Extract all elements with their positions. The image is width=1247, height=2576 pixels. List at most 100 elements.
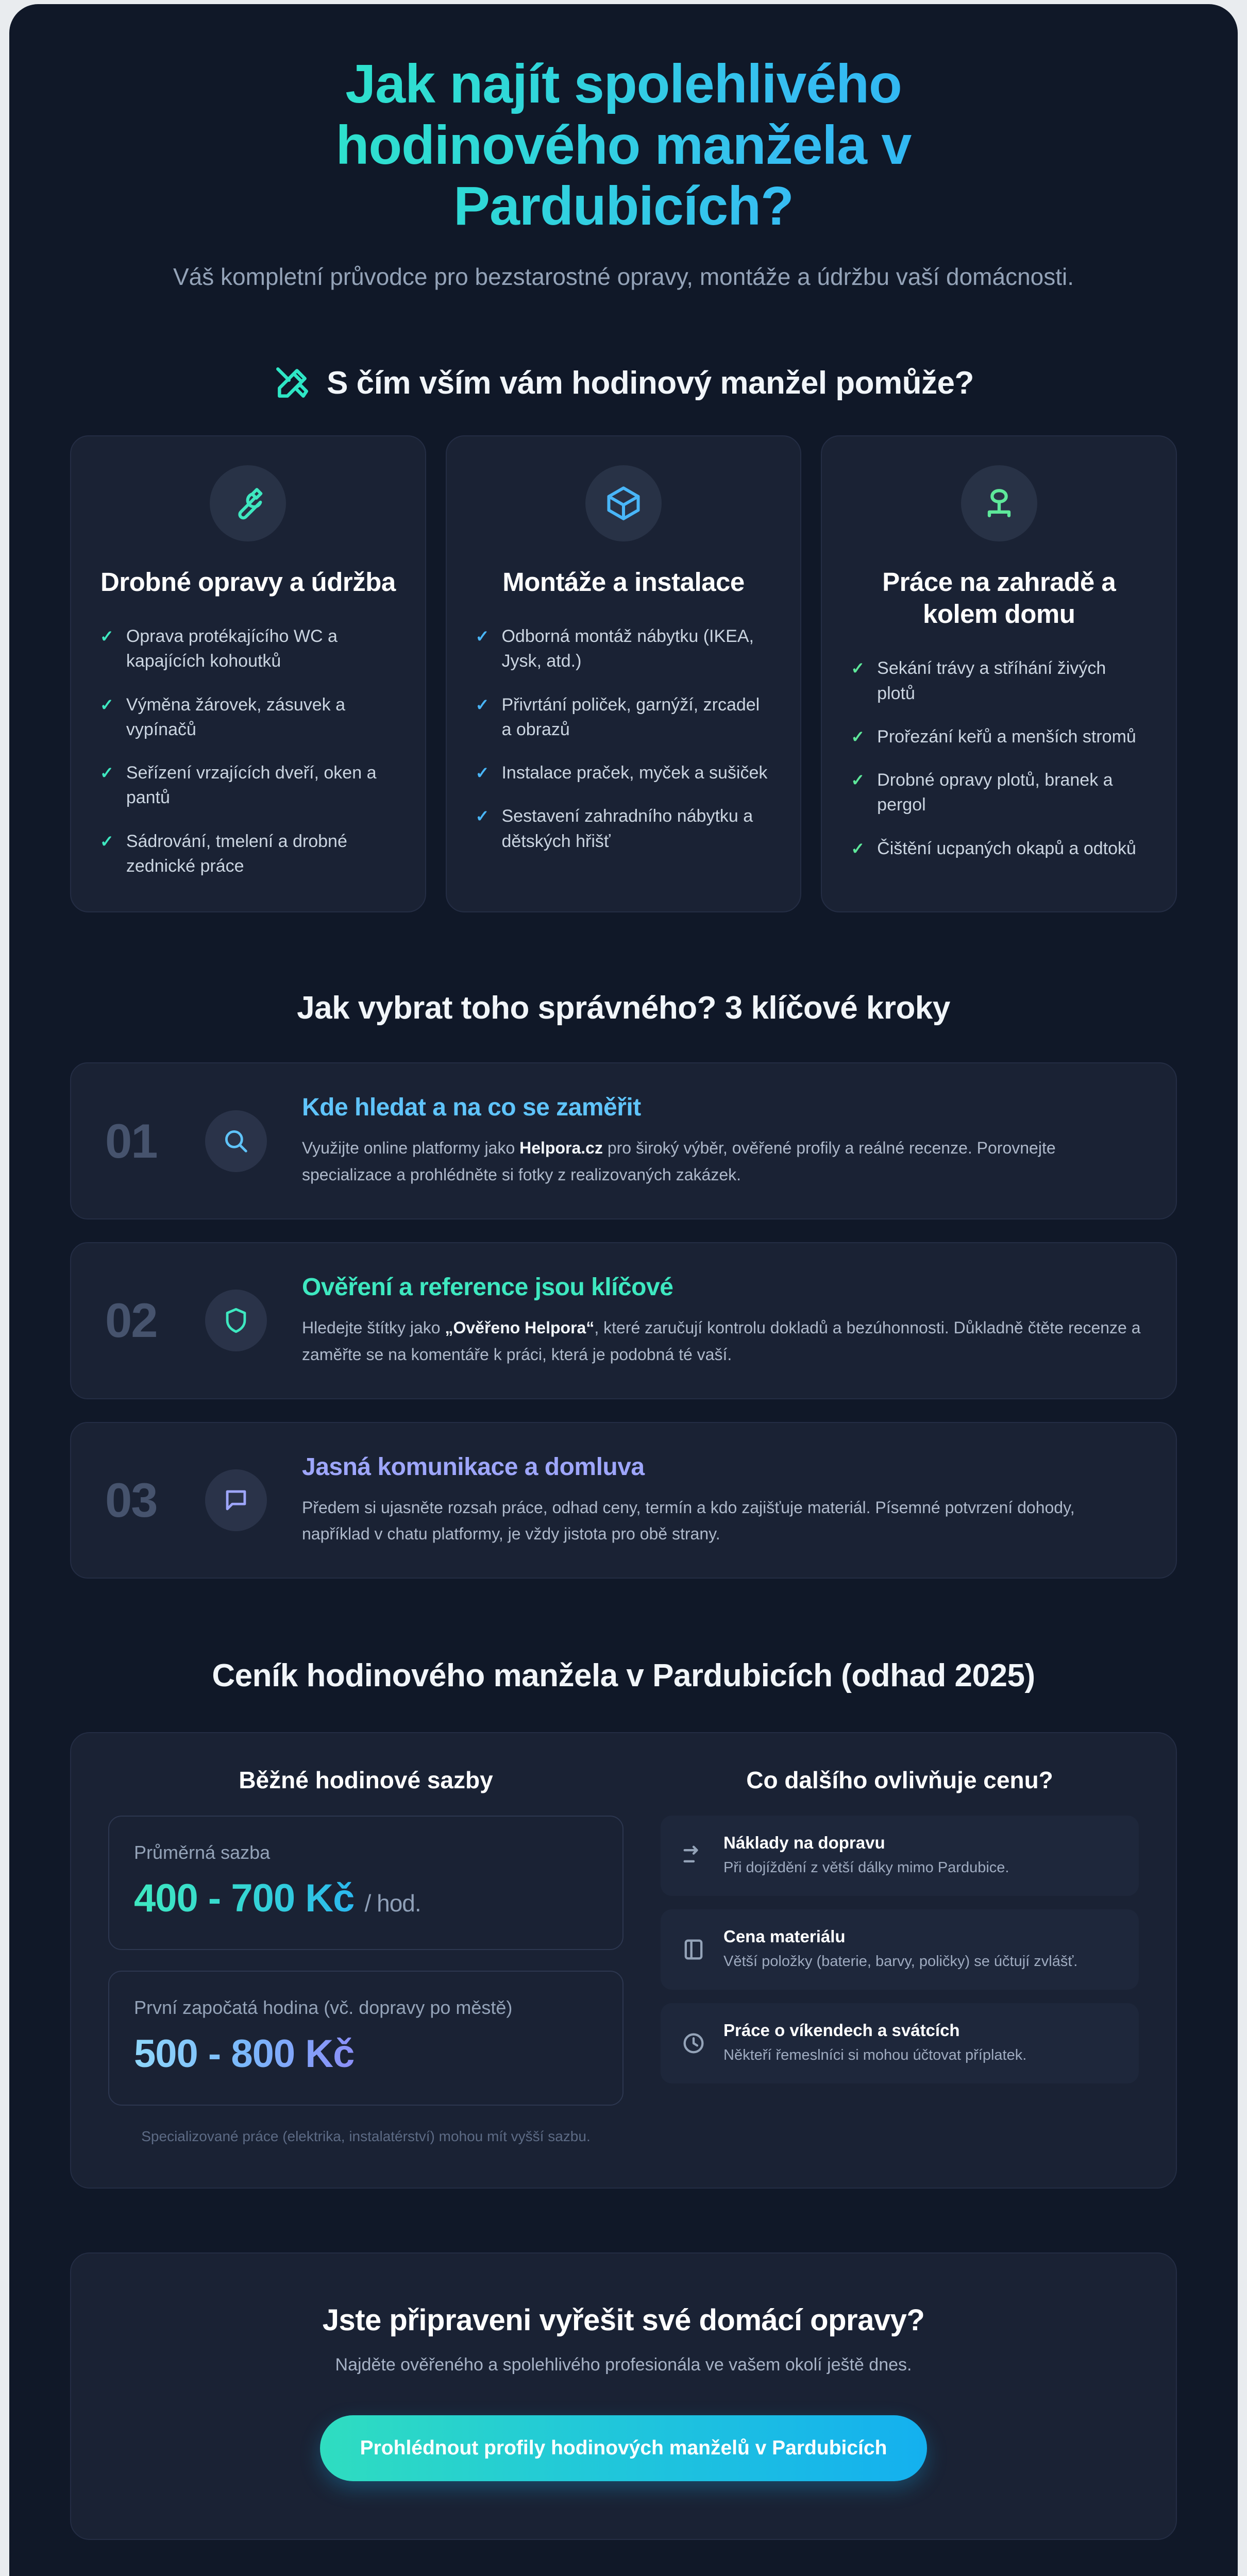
list-item-label: Prořezání keřů a menších stromů: [877, 726, 1136, 747]
chat-bubble-icon: [205, 1469, 267, 1531]
factor-item: Cena materiálu Větší položky (baterie, b…: [661, 1909, 1139, 1990]
cta-subtitle: Najděte ověřeného a spolehlivého profesi…: [335, 2354, 912, 2375]
infographic-page: helpora.cz helpora.cz Jak najít spolehli…: [9, 4, 1238, 2576]
factors-column: Co dalšího ovlivňuje cenu? Náklady na do…: [661, 1766, 1139, 2147]
list-item-label: Seřízení vrzajících dveří, oken a pantů: [126, 763, 377, 808]
check-icon: ✓: [475, 764, 490, 783]
rate-card-average: Průměrná sazba 400 - 700 Kč / hod.: [108, 1815, 624, 1951]
factors-title: Co dalšího ovlivňuje cenu?: [746, 1766, 1053, 1793]
factor-title: Cena materiálu: [723, 1926, 846, 1946]
wrench-icon: [210, 465, 287, 541]
step-list: 01 Kde hledat a na co se zaměřit Využijt…: [70, 1062, 1177, 1579]
rate-value: 500 - 800 Kč: [134, 2030, 598, 2078]
rate-label: První započatá hodina (vč. dopravy po mě…: [134, 1997, 513, 2019]
step-card-03: 03 Jasná komunikace a domluva Předem si …: [70, 1421, 1177, 1579]
check-icon: ✓: [100, 627, 114, 646]
list-item: ✓ Instalace praček, myček a sušiček: [476, 760, 772, 785]
search-magnifier-icon: [205, 1110, 267, 1172]
check-icon: ✓: [100, 695, 114, 714]
cube-box-icon: [585, 465, 662, 541]
rates-column: Běžné hodinové sazby Průměrná sazba 400 …: [108, 1766, 624, 2147]
list-item-label: Sádrování, tmelení a drobné zednické prá…: [126, 831, 347, 876]
list-item: ✓ Sekání trávy a stříhání živých plotů: [851, 656, 1147, 706]
arrow-route-icon: [680, 1842, 707, 1869]
rate-amount: 400 - 700 Kč: [134, 1876, 355, 1920]
check-icon: ✓: [851, 839, 865, 858]
page-subtitle: Váš kompletní průvodce pro bezstarostné …: [173, 263, 1074, 291]
pricing-panel: Běžné hodinové sazby Průměrná sazba 400 …: [70, 1732, 1177, 2189]
service-card-title: Montáže a instalace: [502, 567, 745, 597]
clock-icon: [680, 2030, 707, 2057]
step-text: Hledejte štítky jako „Ověřeno Helpora“, …: [302, 1318, 1141, 1364]
list-item: ✓ Čištění ucpaných okapů a odtoků: [851, 836, 1147, 861]
pricing-note: Specializované práce (elektrika, instala…: [141, 2128, 591, 2145]
service-card-list: Drobné opravy a údržba ✓ Oprava protékaj…: [70, 435, 1177, 913]
list-item-label: Oprava protékajícího WC a kapajících koh…: [126, 626, 338, 671]
page-title: Jak najít spolehlivého hodinového manžel…: [232, 54, 1015, 237]
pricing-heading: Ceník hodinového manžela v Pardubicích (…: [212, 1658, 1035, 1694]
list-item: ✓ Odborná montáž nábytku (IKEA, Jysk, at…: [476, 624, 772, 674]
hero-section: Jak najít spolehlivého hodinového manžel…: [70, 4, 1177, 294]
check-icon: ✓: [475, 807, 490, 826]
factor-item: Práce o víkendech a svátcích Někteří řem…: [661, 2003, 1139, 2084]
rate-label: Průměrná sazba: [134, 1841, 271, 1863]
material-book-icon: [680, 1936, 707, 1963]
list-item: ✓ Sádrování, tmelení a drobné zednické p…: [100, 829, 396, 879]
check-icon: ✓: [475, 695, 490, 714]
step-text: Předem si ujasněte rozsah práce, odhad c…: [302, 1498, 1075, 1544]
factor-desc: Při dojíždění z větší dálky mimo Pardubi…: [723, 1859, 1009, 1876]
check-icon: ✓: [851, 771, 865, 790]
check-icon: ✓: [100, 764, 114, 783]
check-icon: ✓: [851, 727, 865, 746]
check-icon: ✓: [100, 832, 114, 851]
list-item: ✓ Prořezání keřů a menších stromů: [851, 724, 1147, 749]
list-item: ✓ Přivrtání poliček, garnýží, zrcadel a …: [476, 692, 772, 742]
rate-amount: 500 - 800 Kč: [134, 2031, 355, 2076]
factor-title: Práce o víkendech a svátcích: [723, 2021, 960, 2040]
rates-title: Běžné hodinové sazby: [239, 1766, 493, 1793]
factor-desc: Větší položky (baterie, barvy, poličky) …: [723, 1953, 1078, 1970]
rate-value: 400 - 700 Kč / hod.: [134, 1875, 598, 1923]
browse-profiles-button[interactable]: Prohlédnout profily hodinových manželů v…: [319, 2415, 928, 2481]
list-item: ✓ Drobné opravy plotů, branek a pergol: [851, 768, 1147, 818]
list-item-label: Výměna žárovek, zásuvek a vypínačů: [126, 694, 346, 739]
tree-plant-icon: [960, 465, 1037, 541]
list-item-label: Sestavení zahradního nábytku a dětských …: [501, 806, 753, 851]
check-icon: ✓: [851, 659, 865, 678]
list-item-label: Přivrtání poliček, garnýží, zrcadel a ob…: [501, 694, 760, 739]
step-number: 02: [105, 1293, 158, 1348]
list-item: ✓ Výměna žárovek, zásuvek a vypínačů: [100, 692, 396, 742]
factor-desc: Někteří řemeslníci si mohou účtovat příp…: [723, 2047, 1027, 2063]
step-card-01: 01 Kde hledat a na co se zaměřit Využijt…: [70, 1062, 1177, 1219]
rate-card-first-hour: První započatá hodina (vč. dopravy po mě…: [108, 1971, 624, 2106]
tools-hammer-wrench-icon: [273, 364, 311, 402]
factor-item: Náklady na dopravu Při dojíždění z větší…: [661, 1815, 1139, 1896]
cta-section: Jste připraveni vyřešit své domácí oprav…: [70, 2252, 1177, 2540]
list-item-label: Čištění ucpaných okapů a odtoků: [877, 838, 1136, 858]
cta-title: Jste připraveni vyřešit své domácí oprav…: [322, 2303, 925, 2337]
shield-check-icon: [205, 1290, 267, 1352]
list-item-label: Instalace praček, myček a sušiček: [501, 763, 768, 783]
steps-heading: Jak vybrat toho správného? 3 klíčové kro…: [297, 990, 950, 1026]
list-item: ✓ Sestavení zahradního nábytku a dětskýc…: [476, 804, 772, 854]
rate-unit: / hod.: [364, 1889, 422, 1917]
service-card-title: Drobné opravy a údržba: [100, 567, 396, 597]
list-item: ✓ Seřízení vrzajících dveří, oken a pant…: [100, 760, 396, 810]
list-item-label: Odborná montáž nábytku (IKEA, Jysk, atd.…: [501, 626, 754, 671]
service-card: Práce na zahradě a kolem domu ✓ Sekání t…: [821, 435, 1177, 913]
services-heading: S čím vším vám hodinový manžel pomůže?: [70, 364, 1177, 402]
service-card: Montáže a instalace ✓ Odborná montáž náb…: [445, 435, 802, 913]
factor-title: Náklady na dopravu: [723, 1833, 885, 1852]
service-card-title: Práce na zahradě a kolem domu: [882, 567, 1116, 629]
step-title: Ověření a reference jsou klíčové: [302, 1273, 673, 1301]
services-heading-label: S čím vším vám hodinový manžel pomůže?: [327, 365, 974, 401]
step-title: Jasná komunikace a domluva: [302, 1453, 645, 1481]
step-text: Využijte online platformy jako Helpora.c…: [302, 1139, 1056, 1184]
list-item-label: Drobné opravy plotů, branek a pergol: [877, 770, 1113, 815]
step-card-02: 02 Ověření a reference jsou klíčové Hled…: [70, 1242, 1177, 1399]
service-card: Drobné opravy a údržba ✓ Oprava protékaj…: [70, 435, 426, 913]
step-title: Kde hledat a na co se zaměřit: [302, 1094, 641, 1122]
list-item-label: Sekání trávy a stříhání živých plotů: [877, 658, 1106, 703]
step-number: 03: [105, 1472, 158, 1527]
check-icon: ✓: [475, 627, 490, 646]
